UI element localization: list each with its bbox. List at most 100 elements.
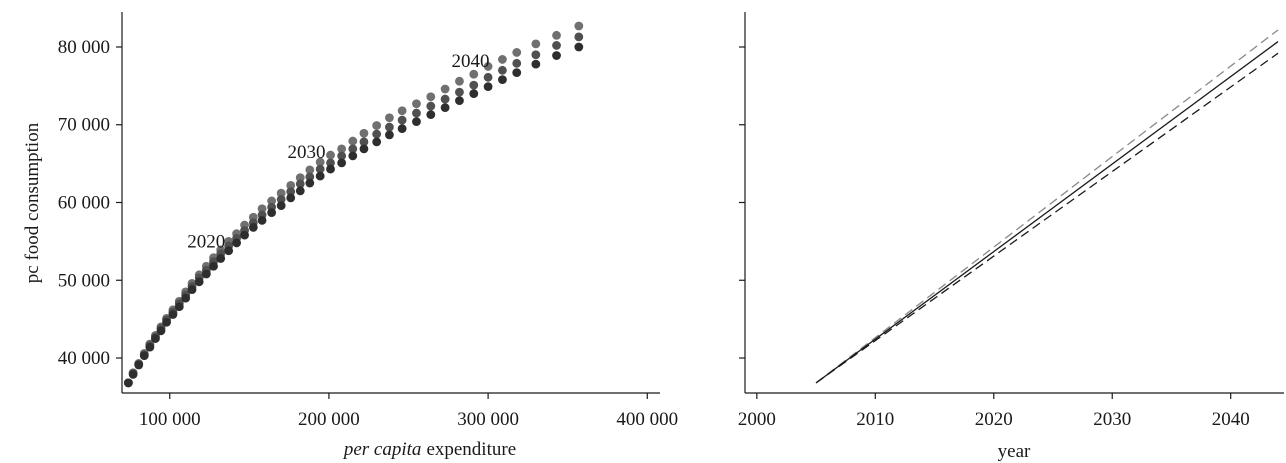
scatter-point (552, 51, 561, 60)
scatter-point (574, 21, 584, 31)
scatter-point (397, 106, 407, 116)
scatter-point (359, 137, 369, 147)
scatter-point (455, 96, 464, 106)
right-x-tick-label: 2030 (1093, 409, 1131, 430)
scatter-point (145, 342, 155, 352)
scatter-point (337, 158, 347, 168)
scatter-point (276, 201, 286, 211)
year-annotation: 2040 (451, 51, 489, 72)
scatter-point (295, 186, 305, 196)
scatter-point (397, 124, 407, 134)
scatter-point (574, 42, 584, 52)
scatter-point (412, 108, 421, 118)
left-x-tick-label: 200 000 (298, 409, 360, 430)
scatter-point (440, 94, 450, 104)
left-x-ticks: 100 000 200 000 300 000 400 000 (139, 393, 678, 430)
scatter-point (372, 137, 382, 147)
scatter-point (295, 179, 305, 189)
scatter-point (276, 194, 286, 204)
scatter-point (276, 188, 286, 198)
scatter-point (305, 172, 315, 182)
left-y-tick-label: 60 000 (58, 193, 110, 214)
right-x-tick-label: 2040 (1212, 409, 1250, 430)
scatter-point (151, 334, 160, 343)
left-y-tick-label: 70 000 (58, 115, 110, 136)
right-x-axis-label: year (998, 441, 1031, 462)
scatter-point (248, 222, 258, 232)
scatter-point (326, 164, 335, 174)
right-line-chart: 2000 2010 2020 2030 2040 year (738, 12, 1284, 462)
scatter-point (209, 261, 218, 271)
scatter-point (181, 293, 191, 303)
right-x-ticks: 2000 2010 2020 2030 2040 (738, 393, 1250, 430)
left-y-ticks: 40 000 50 000 60 000 70 000 80 000 (58, 37, 122, 369)
scatter-point (305, 165, 315, 175)
scatter-series-1 (123, 21, 584, 388)
scatter-point (315, 164, 325, 174)
scatter-point (531, 59, 541, 69)
scatter-point (139, 351, 149, 361)
scatter-point (295, 173, 305, 183)
scatter-point (240, 230, 249, 240)
scatter-point (469, 89, 479, 99)
right-x-tick-label: 2000 (738, 409, 776, 430)
scatter-point (512, 48, 522, 57)
left-x-axis-label-italic: per capita (342, 439, 422, 460)
scatter-point (455, 76, 464, 86)
scatter-point (337, 144, 347, 154)
scatter-point (455, 87, 464, 97)
scatter-point (359, 144, 369, 154)
scatter-point (469, 69, 479, 79)
scatter-point (286, 193, 296, 203)
scatter-point (326, 158, 335, 168)
scatter-point (483, 62, 493, 71)
scatter-point (187, 285, 197, 294)
scatter-point (286, 187, 296, 197)
scatter-point (168, 310, 178, 319)
scatter-point (483, 82, 493, 92)
left-scatter-chart: 40 000 50 000 60 000 70 000 80 000 100 000 20… (22, 12, 678, 460)
scatter-point (469, 80, 479, 90)
scatter-point (426, 110, 436, 120)
scatter-point (216, 254, 226, 263)
scatter-point (512, 58, 522, 68)
left-x-tick-label: 300 000 (457, 409, 519, 430)
scatter-point (257, 215, 267, 225)
scatter-point (257, 204, 267, 214)
left-y-tick-label: 50 000 (58, 270, 110, 291)
scatter-point (134, 360, 144, 370)
year-annotation: 2020 (187, 232, 225, 253)
scatter-point (397, 115, 407, 125)
right-series-lines (815, 29, 1279, 384)
left-x-tick-label: 400 000 (616, 409, 678, 430)
scatter-point (372, 121, 382, 130)
right-y-ticks (739, 46, 745, 359)
scatter-point (574, 32, 584, 42)
left-y-tick-label: 40 000 (58, 348, 110, 369)
scatter-point (412, 117, 421, 127)
scatter-series-2 (123, 32, 584, 388)
scatter-series-3 (123, 42, 584, 388)
left-scatter-points (123, 21, 584, 388)
scatter-point (326, 150, 335, 160)
left-y-axis-label: pc food consumption (22, 122, 43, 283)
scatter-point (315, 171, 325, 181)
scatter-point (232, 238, 242, 248)
scatter-point (498, 75, 507, 85)
scatter-point (267, 208, 277, 218)
scatter-point (174, 302, 184, 312)
scatter-point (194, 277, 204, 287)
scatter-point (385, 130, 394, 140)
right-x-tick-label: 2010 (856, 409, 894, 430)
scatter-point (498, 65, 507, 75)
left-x-axis-label-rest: expenditure (426, 439, 516, 460)
scatter-point (348, 144, 358, 154)
scatter-point (385, 122, 394, 132)
scatter-point (305, 178, 315, 188)
scatter-point (348, 136, 358, 146)
scatter-point (426, 92, 436, 102)
scatter-point (440, 84, 450, 94)
scatter-point (286, 180, 296, 190)
scatter-point (512, 68, 522, 78)
